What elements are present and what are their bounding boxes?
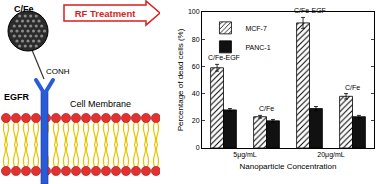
svg-text:MCF-7: MCF-7: [245, 25, 266, 32]
svg-text:40: 40: [192, 90, 200, 97]
svg-text:CONH: CONH: [46, 67, 70, 76]
svg-text:EGFR: EGFR: [4, 92, 30, 102]
svg-text:PANC-1: PANC-1: [245, 44, 270, 51]
svg-text:C/Fe: C/Fe: [14, 4, 34, 14]
svg-text:20μg/mL: 20μg/mL: [317, 151, 344, 159]
svg-text:C/Fe-EGF: C/Fe-EGF: [208, 54, 240, 61]
svg-text:5μg/mL: 5μg/mL: [233, 151, 257, 159]
svg-text:Cell Membrane: Cell Membrane: [70, 99, 131, 109]
svg-text:Percentage of dead cells (%): Percentage of dead cells (%): [176, 28, 185, 131]
svg-text:100: 100: [188, 8, 200, 15]
svg-text:C/Fe: C/Fe: [345, 84, 360, 91]
svg-text:C/Fe-EGF: C/Fe-EGF: [294, 7, 326, 14]
svg-text:20: 20: [192, 117, 200, 124]
svg-text:RF Treatment: RF Treatment: [75, 8, 137, 19]
svg-text:0: 0: [196, 144, 200, 151]
svg-text:C/Fe: C/Fe: [259, 105, 274, 112]
svg-text:Nanoparticle Concentration: Nanoparticle Concentration: [240, 162, 337, 171]
svg-text:80: 80: [192, 36, 200, 43]
svg-text:60: 60: [192, 63, 200, 70]
